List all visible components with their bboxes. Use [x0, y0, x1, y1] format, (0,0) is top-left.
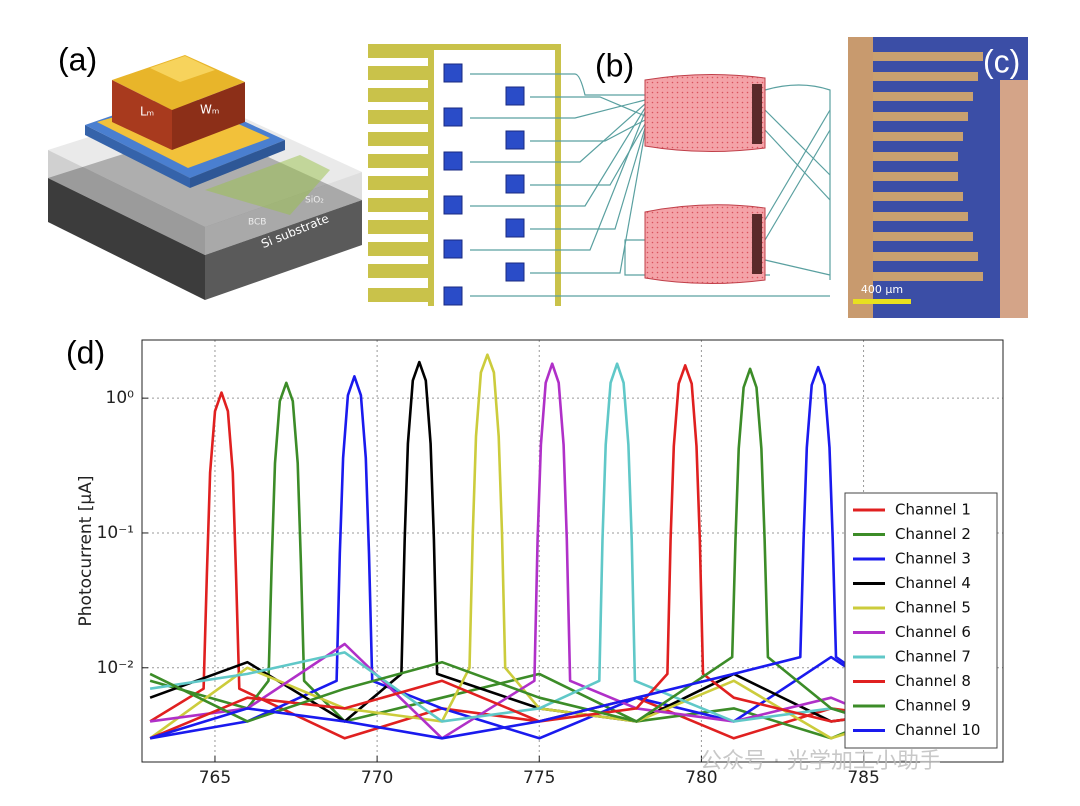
- legend-label: Channel 5: [895, 599, 971, 617]
- plot-lines: [149, 353, 994, 740]
- series-line: [149, 362, 994, 740]
- series-line: [149, 364, 994, 740]
- legend-label: Channel 10: [895, 721, 980, 739]
- scale-bar-label: 400 μm: [861, 283, 903, 296]
- series-line: [149, 367, 994, 740]
- x-tick-label: 770: [361, 768, 393, 788]
- legend-label: Channel 1: [895, 501, 971, 519]
- legend-label: Channel 7: [895, 648, 971, 666]
- series-line: [149, 381, 994, 740]
- y-tick-label: 10⁰: [106, 388, 135, 408]
- layer-label: BCB: [248, 218, 266, 228]
- legend-label: Channel 3: [895, 550, 971, 568]
- panel-label: (d): [66, 334, 105, 370]
- dimension-label: Lₘ: [140, 105, 154, 119]
- legend-label: Channel 9: [895, 697, 971, 715]
- panel-c: 400 μm (c): [848, 37, 1028, 318]
- legend-label: Channel 8: [895, 672, 971, 690]
- series-line: [149, 391, 994, 740]
- y-axis-label: Photocurrent [μA]: [76, 476, 96, 627]
- panel-label: (a): [58, 41, 97, 77]
- y-tick-label: 10⁻¹: [97, 523, 134, 543]
- x-tick-label: 780: [685, 768, 717, 788]
- panel-label: (c): [983, 43, 1020, 79]
- legend-label: Channel 6: [895, 623, 971, 641]
- panel-label: (b): [595, 47, 634, 83]
- series-line: [149, 362, 994, 740]
- series-line: [149, 375, 994, 740]
- panel-d: (d) Photocurrent [μA] 10⁰ 10⁻¹ 10⁻² 765 770 7…: [66, 334, 1004, 788]
- watermark: 公众号 · 光学加工小助手: [700, 749, 941, 774]
- panel-b: (b): [368, 44, 831, 306]
- legend-label: Channel 2: [895, 525, 971, 543]
- series-line: [149, 365, 994, 740]
- dimension-label: Wₘ: [200, 103, 219, 117]
- layer-label: SiO₂: [305, 196, 324, 206]
- legend-label: Channel 4: [895, 574, 971, 592]
- panel-a: (a) Lₘ Wₘ BCB SiO₂ Si substrate: [48, 41, 362, 300]
- y-tick-label: 10⁻²: [97, 658, 134, 678]
- series-line: [149, 360, 994, 740]
- x-tick-label: 765: [199, 768, 231, 788]
- x-tick-label: 785: [847, 768, 879, 788]
- plot-frame: [141, 339, 1004, 763]
- x-tick-label: 775: [523, 768, 555, 788]
